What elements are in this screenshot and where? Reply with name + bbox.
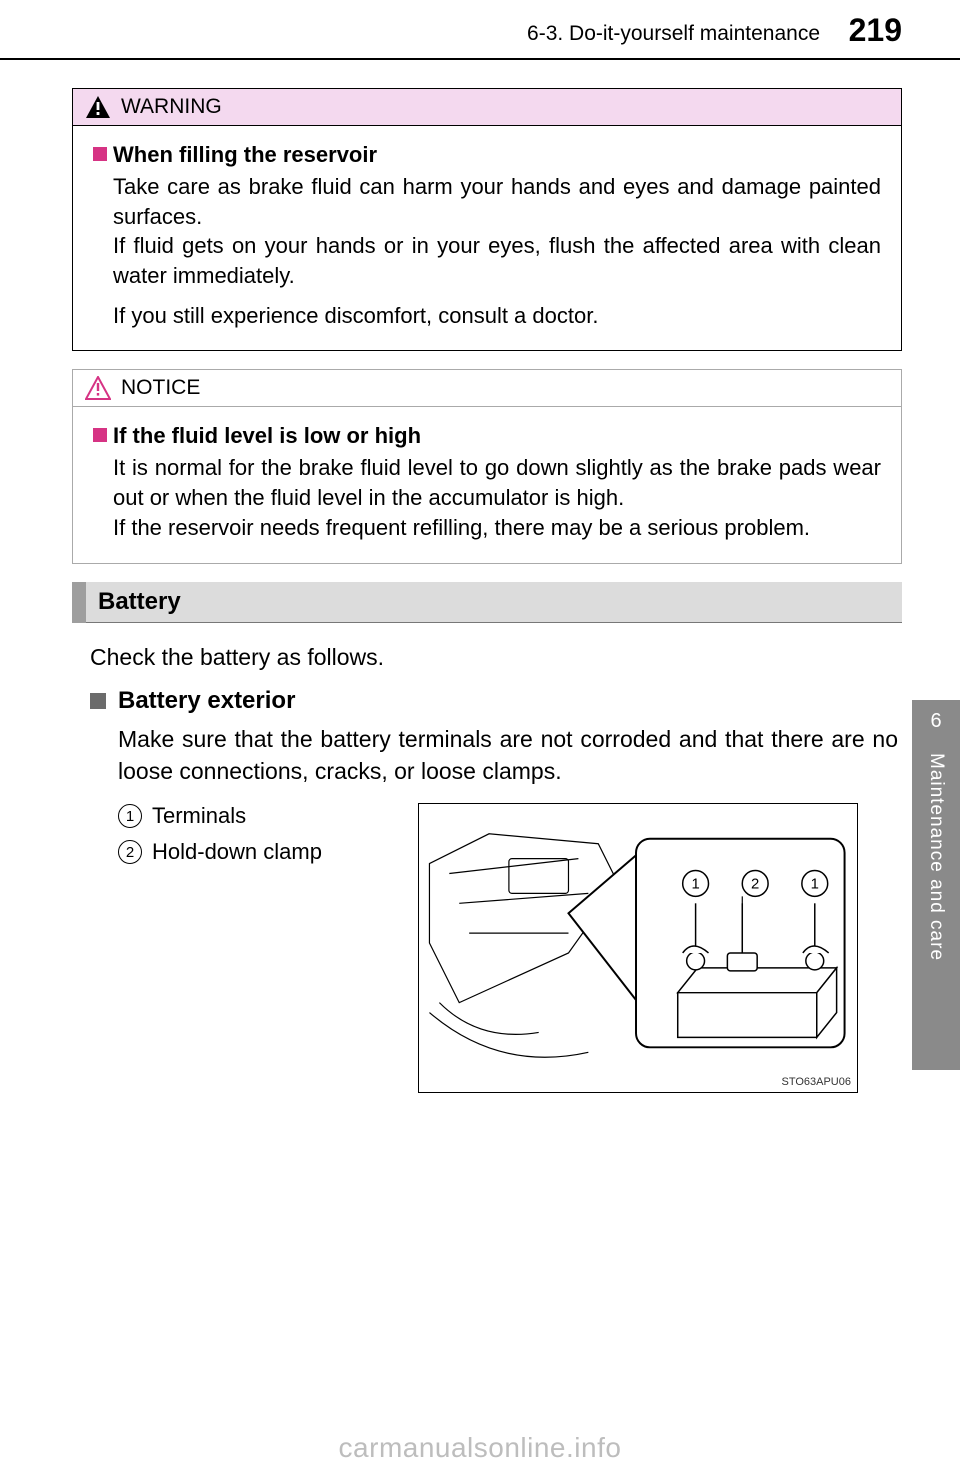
header-section-text: 6-3. Do-it-yourself maintenance: [527, 22, 820, 46]
legend-item-1: 1 Terminals: [118, 803, 418, 829]
square-bullet-icon: [93, 147, 107, 161]
figure-col: 1 2 1 STO63APU06: [418, 803, 902, 1093]
section-title: Battery: [86, 582, 902, 623]
notice-label: NOTICE: [121, 376, 200, 400]
warning-heading-row: When filling the reservoir: [93, 142, 881, 168]
circled-number-icon: 2: [118, 840, 142, 864]
warning-icon: [85, 95, 111, 119]
notice-icon: [85, 376, 111, 400]
legend-list: 1 Terminals 2 Hold-down clamp: [118, 803, 418, 1093]
legend-text-1: Terminals: [152, 803, 246, 829]
circled-number-icon: 1: [118, 804, 142, 828]
notice-header: NOTICE: [73, 370, 901, 407]
page-header: 6-3. Do-it-yourself maintenance 219: [0, 0, 960, 60]
warning-heading: When filling the reservoir: [113, 142, 377, 168]
battery-figure: 1 2 1 STO63APU06: [418, 803, 858, 1093]
legend-text-2: Hold-down clamp: [152, 839, 322, 865]
warning-para-1: Take care as brake fluid can harm your h…: [113, 172, 881, 231]
chapter-label: Maintenance and care: [925, 753, 947, 961]
subsection-title: Battery exterior: [118, 687, 295, 715]
warning-header: WARNING: [73, 89, 901, 126]
notice-heading: If the fluid level is low or high: [113, 423, 421, 449]
subsection-row: Battery exterior: [90, 687, 902, 715]
fig-callout-1: 1: [691, 876, 699, 892]
warning-para-3: If you still experience discomfort, cons…: [113, 301, 881, 331]
page-number: 219: [849, 12, 902, 49]
content-area: WARNING When filling the reservoir Take …: [0, 60, 960, 1093]
chapter-tab: 6 Maintenance and care: [912, 700, 960, 1070]
subsection-text: Make sure that the battery terminals are…: [118, 723, 898, 787]
notice-para-2: If the reservoir needs frequent refillin…: [113, 513, 881, 543]
section-intro: Check the battery as follows.: [90, 641, 902, 673]
fig-callout-2: 2: [751, 876, 759, 892]
figure-code: STO63APU06: [781, 1076, 851, 1088]
warning-para-2: If fluid gets on your hands or in your e…: [113, 231, 881, 290]
page: 6-3. Do-it-yourself maintenance 219 WARN…: [0, 0, 960, 1484]
warning-box: WARNING When filling the reservoir Take …: [72, 88, 902, 351]
notice-heading-row: If the fluid level is low or high: [93, 423, 881, 449]
chapter-number: 6: [930, 710, 941, 733]
square-bullet-icon: [90, 693, 106, 709]
warning-label: WARNING: [121, 95, 222, 119]
figure-row: 1 Terminals 2 Hold-down clamp: [118, 803, 902, 1093]
warning-body: When filling the reservoir Take care as …: [73, 126, 901, 350]
legend-item-2: 2 Hold-down clamp: [118, 839, 418, 865]
watermark-text: carmanualsonline.info: [0, 1432, 960, 1464]
notice-box: NOTICE If the fluid level is low or high…: [72, 369, 902, 563]
notice-para-1: It is normal for the brake fluid level t…: [113, 453, 881, 512]
notice-body: If the fluid level is low or high It is …: [73, 407, 901, 562]
section-accent: [72, 582, 86, 623]
square-bullet-icon: [93, 428, 107, 442]
section-heading-bar: Battery: [72, 582, 902, 623]
fig-callout-3: 1: [811, 876, 819, 892]
